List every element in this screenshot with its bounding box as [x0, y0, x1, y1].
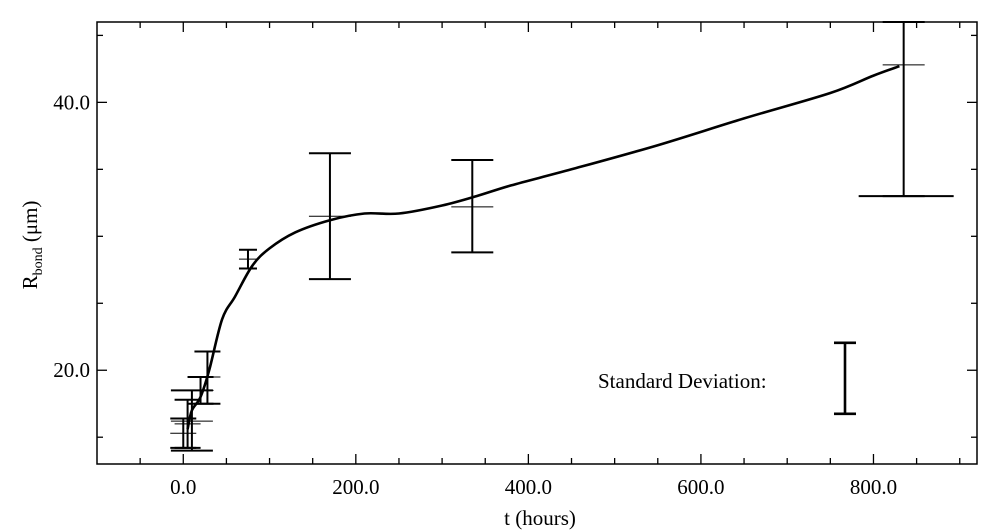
- x-tick-label: 800.0: [850, 475, 897, 499]
- error-bar: [174, 398, 201, 449]
- y-axis-label: Rbond (μm): [18, 201, 46, 290]
- plot-frame: [96, 21, 978, 465]
- y-axis-label-subscript: bond: [31, 247, 46, 275]
- x-tick-label: 600.0: [677, 475, 724, 499]
- error-bars: [170, 21, 954, 452]
- axis-tick-labels: 0.0 200.0 400.0 600.0 800.0 20.0 40.0: [53, 90, 897, 499]
- data-curve: [186, 64, 900, 430]
- axis-ticks: [97, 22, 977, 464]
- x-tick-label: 0.0: [170, 475, 196, 499]
- error-bar: [451, 158, 494, 254]
- y-axis-label-main: R: [18, 275, 42, 289]
- y-tick-label: 20.0: [53, 358, 90, 382]
- error-bar: [194, 350, 221, 405]
- x-tick-label: 400.0: [505, 475, 552, 499]
- x-axis-label: t (hours): [504, 506, 576, 530]
- legend-errorbar: [834, 341, 856, 416]
- error-bar: [238, 248, 257, 270]
- y-tick-label: 40.0: [53, 90, 90, 114]
- x-tick-label: 200.0: [332, 475, 379, 499]
- y-axis-label-unit: (μm): [18, 201, 42, 248]
- error-bar: [882, 21, 925, 198]
- error-bar: [308, 152, 351, 281]
- legend-label: Standard Deviation:: [598, 369, 767, 393]
